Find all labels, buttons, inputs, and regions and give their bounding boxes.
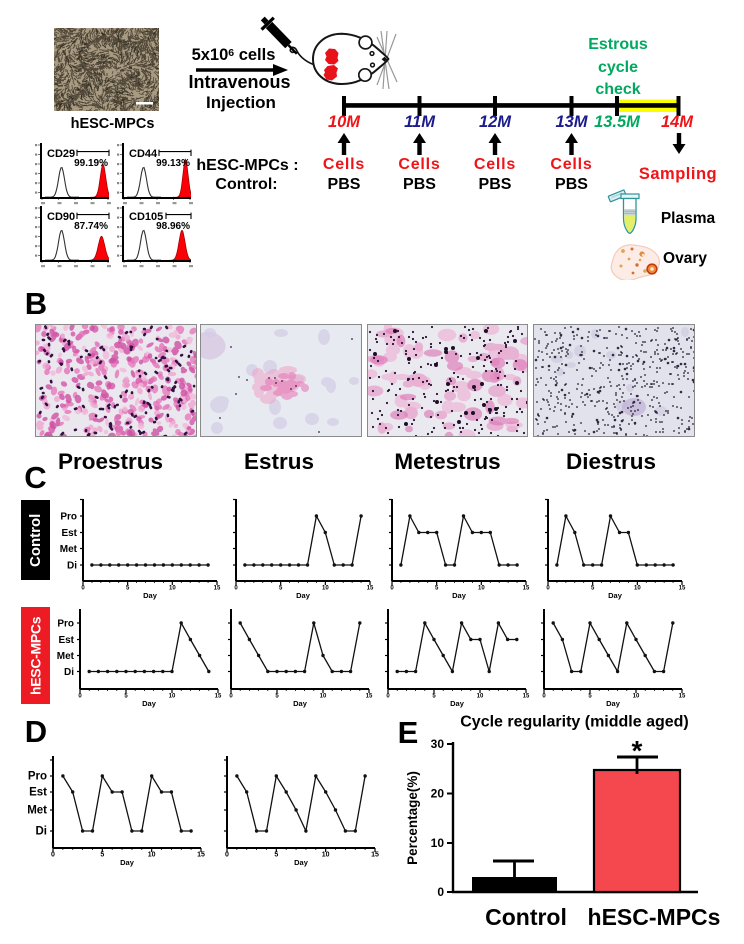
- svg-text:Met: Met: [57, 651, 75, 662]
- svg-text:10: 10: [320, 694, 327, 700]
- svg-text:CD90: CD90: [47, 211, 75, 223]
- svg-text:Day: Day: [452, 591, 467, 600]
- svg-text:15: 15: [523, 694, 530, 700]
- svg-text:5: 5: [432, 694, 436, 700]
- svg-text:Day: Day: [120, 858, 135, 867]
- svg-text:Day: Day: [293, 699, 308, 708]
- svg-text:Day: Day: [296, 591, 311, 600]
- svg-text:0: 0: [386, 694, 390, 700]
- svg-text:hESC-MPCs: hESC-MPCs: [588, 904, 721, 930]
- svg-text:0: 0: [437, 885, 444, 899]
- svg-text:10: 10: [478, 586, 485, 592]
- svg-text:Percentage(%): Percentage(%): [405, 771, 420, 865]
- svg-text:10: 10: [169, 694, 176, 700]
- svg-text:10: 10: [322, 852, 330, 859]
- svg-text:5: 5: [274, 852, 278, 859]
- svg-text:10: 10: [322, 586, 329, 592]
- svg-text:Day: Day: [606, 699, 621, 708]
- svg-text:Di: Di: [64, 667, 74, 678]
- svg-text:15: 15: [366, 694, 373, 700]
- svg-text:99.19%: 99.19%: [74, 158, 108, 169]
- svg-text:CD105: CD105: [129, 211, 163, 223]
- svg-text:Day: Day: [294, 858, 309, 867]
- svg-text:15: 15: [679, 586, 686, 592]
- svg-text:Di: Di: [36, 826, 48, 838]
- svg-text:15: 15: [523, 586, 530, 592]
- svg-text:0: 0: [225, 852, 229, 859]
- svg-text:5: 5: [100, 852, 104, 859]
- svg-text:5: 5: [126, 586, 130, 592]
- svg-text:20: 20: [431, 787, 445, 801]
- svg-text:Met: Met: [60, 544, 78, 555]
- svg-text:Est: Est: [29, 787, 47, 799]
- svg-text:0: 0: [390, 586, 394, 592]
- svg-text:Day: Day: [143, 591, 158, 600]
- svg-text:10: 10: [477, 694, 484, 700]
- svg-text:*: *: [632, 735, 643, 766]
- svg-text:CD44: CD44: [129, 148, 158, 160]
- svg-text:5: 5: [588, 694, 592, 700]
- svg-text:Di: Di: [67, 561, 77, 572]
- svg-text:10: 10: [632, 694, 639, 700]
- svg-text:15: 15: [214, 586, 221, 592]
- svg-text:10: 10: [169, 586, 176, 592]
- svg-text:Control: Control: [485, 904, 567, 930]
- svg-text:10: 10: [634, 586, 641, 592]
- svg-text:5: 5: [275, 694, 279, 700]
- svg-text:0: 0: [542, 694, 546, 700]
- svg-text:87.74%: 87.74%: [74, 221, 108, 232]
- svg-text:15: 15: [367, 586, 374, 592]
- svg-text:98.96%: 98.96%: [156, 221, 190, 232]
- svg-text:99.13%: 99.13%: [156, 158, 190, 169]
- svg-text:Cycle regularity (middle aged): Cycle regularity (middle aged): [460, 714, 689, 731]
- svg-text:0: 0: [229, 694, 233, 700]
- svg-text:0: 0: [546, 586, 550, 592]
- svg-text:30: 30: [431, 737, 445, 751]
- svg-text:Day: Day: [450, 699, 465, 708]
- svg-text:Pro: Pro: [60, 512, 77, 523]
- svg-text:0: 0: [78, 694, 82, 700]
- svg-text:15: 15: [678, 694, 685, 700]
- svg-text:Est: Est: [58, 635, 74, 646]
- svg-text:0: 0: [81, 586, 85, 592]
- svg-text:Pro: Pro: [28, 771, 47, 783]
- svg-text:15: 15: [371, 852, 379, 859]
- svg-text:0: 0: [51, 852, 55, 859]
- svg-text:Est: Est: [61, 528, 77, 539]
- svg-text:0: 0: [234, 586, 238, 592]
- svg-text:10: 10: [148, 852, 156, 859]
- svg-text:Pro: Pro: [57, 619, 74, 630]
- svg-text:Met: Met: [27, 805, 47, 817]
- svg-text:5: 5: [124, 694, 128, 700]
- svg-text:Day: Day: [608, 591, 623, 600]
- svg-text:15: 15: [197, 852, 205, 859]
- svg-text:Day: Day: [142, 699, 157, 708]
- svg-text:5: 5: [591, 586, 595, 592]
- svg-text:5: 5: [279, 586, 283, 592]
- svg-text:5: 5: [435, 586, 439, 592]
- svg-text:15: 15: [215, 694, 222, 700]
- svg-text:CD29: CD29: [47, 148, 75, 160]
- svg-text:10: 10: [431, 836, 445, 850]
